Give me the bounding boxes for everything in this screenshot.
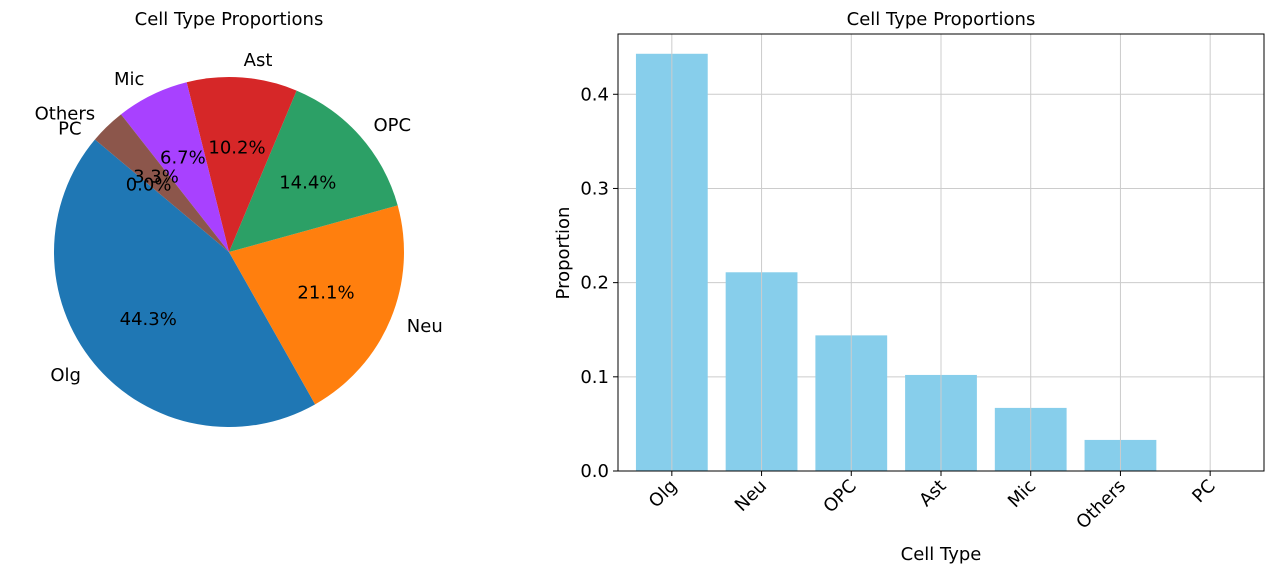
pie-pct-opc: 14.4% <box>279 173 336 194</box>
pie-label-mic: Mic <box>114 69 144 90</box>
y-tick-label: 0.2 <box>580 273 609 294</box>
pie-pct-ast: 10.2% <box>208 137 265 158</box>
pie-pct-others: 3.3% <box>133 167 179 188</box>
pie-slice-opc <box>229 90 398 252</box>
pie-slice-mic <box>120 82 229 252</box>
pie-label-neu: Neu <box>407 316 443 337</box>
x-tick-label-pc: PC <box>1188 476 1219 507</box>
x-tick-label-others: Others <box>1072 476 1130 534</box>
pie-slices <box>53 77 404 427</box>
bar-title: Cell Type Proportions <box>847 9 1036 30</box>
x-tick-label-opc: OPC <box>819 476 860 517</box>
pie-chart: Cell Type Proportions Olg 44.3% Neu 21.1% OP… <box>35 9 443 427</box>
pie-slice-others <box>94 114 229 252</box>
bar-chart: Cell Type Proportions 0.0 0.1 0.2 0.3 0.4 Olg… <box>553 9 1265 565</box>
pie-label-pc: PC <box>58 118 81 139</box>
y-tick-label: 0.4 <box>580 84 609 105</box>
x-tick-label-ast: Ast <box>915 476 950 511</box>
pie-pct-neu: 21.1% <box>297 282 354 303</box>
x-axis-label: Cell Type <box>901 544 982 565</box>
pie-pct-mic: 6.7% <box>160 148 206 169</box>
pie-labels: Olg 44.3% Neu 21.1% OPC 14.4% Ast 10.2% Mic 6.7% O… <box>35 50 443 386</box>
y-axis-label: Proportion <box>553 207 574 300</box>
y-tick-label: 0.3 <box>580 178 609 199</box>
pie-slice-ast <box>186 77 297 252</box>
bar-bars <box>635 34 1211 471</box>
pie-pct-olg: 44.3% <box>120 309 177 330</box>
x-tick-label-neu: Neu <box>731 476 771 516</box>
pie-slice-neu <box>229 205 404 405</box>
x-tick-label-mic: Mic <box>1004 476 1040 512</box>
y-tick-label: 0.0 <box>580 461 609 482</box>
pie-label-opc: OPC <box>373 115 411 136</box>
pie-title: Cell Type Proportions <box>135 9 324 30</box>
plot-frame <box>617 33 1265 472</box>
pie-label-olg: Olg <box>50 365 81 386</box>
pie-slice-olg <box>53 139 316 427</box>
pie-label-ast: Ast <box>244 50 273 71</box>
x-tick-label-olg: Olg <box>645 476 681 512</box>
y-tick-label: 0.1 <box>580 367 609 388</box>
pie-pct-pc: 0.0% <box>126 175 172 196</box>
pie-label-others: Others <box>35 104 96 125</box>
